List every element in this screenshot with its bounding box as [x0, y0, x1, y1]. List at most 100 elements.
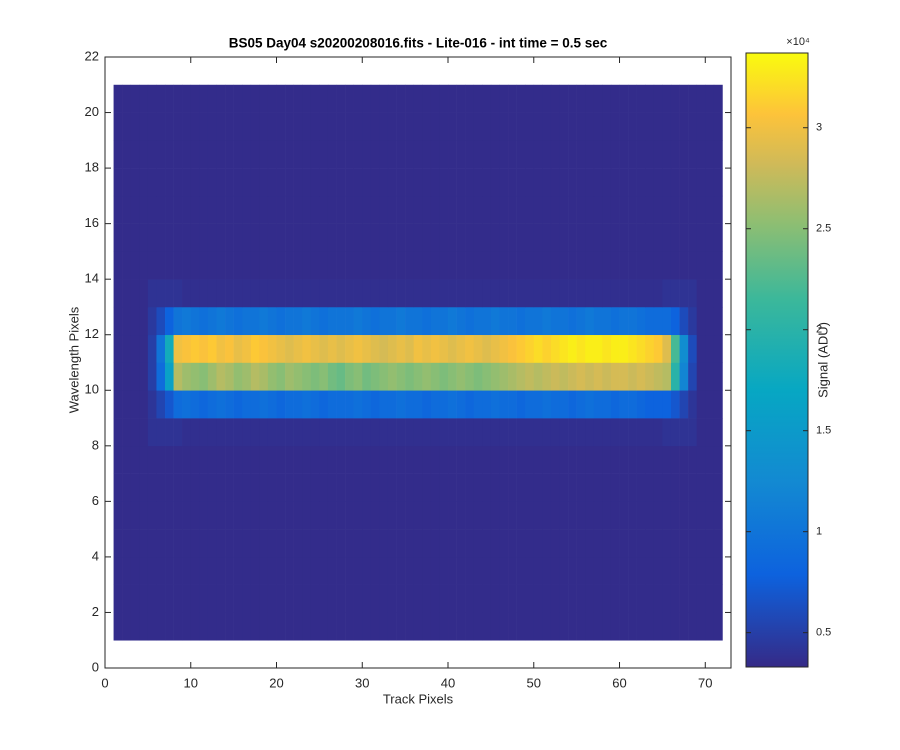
heatmap-cell — [439, 195, 449, 224]
heatmap-cell — [413, 223, 423, 252]
heatmap-cell — [259, 473, 269, 502]
heatmap-cell — [216, 612, 226, 641]
heatmap-cell — [216, 418, 226, 447]
heatmap-cell — [533, 223, 543, 252]
heatmap-cell — [688, 112, 697, 141]
heatmap-cell — [576, 556, 586, 585]
heatmap-cell — [147, 195, 157, 224]
heatmap-cell — [430, 473, 440, 502]
heatmap-cell — [576, 279, 586, 308]
heatmap-cell — [482, 445, 492, 474]
heatmap-cell — [619, 473, 629, 502]
heatmap-cell — [439, 223, 449, 252]
heatmap-cell — [207, 390, 217, 419]
heatmap-cell — [310, 140, 320, 169]
heatmap-cell — [379, 501, 389, 530]
heatmap-cell — [490, 279, 500, 308]
heatmap-cell — [122, 251, 132, 280]
heatmap-cell — [508, 501, 517, 530]
heatmap-cell — [430, 556, 440, 585]
heatmap-cell — [662, 390, 672, 419]
heatmap-cell — [696, 306, 706, 336]
heatmap-cell — [225, 612, 234, 641]
heatmap-cell — [173, 195, 183, 224]
heatmap-cell — [242, 140, 252, 169]
heatmap-cell — [465, 112, 475, 141]
heatmap-cell — [285, 584, 294, 613]
heatmap-cell — [310, 251, 320, 280]
heatmap-cell — [413, 334, 423, 363]
heatmap-cell — [362, 84, 372, 113]
heatmap-cell — [259, 306, 269, 336]
heatmap-cell — [285, 390, 294, 419]
y-tick-label: 10 — [85, 382, 99, 397]
heatmap-cell — [370, 223, 380, 252]
heatmap-cell — [156, 195, 166, 224]
heatmap-cell — [276, 168, 286, 197]
heatmap-cell — [267, 362, 277, 391]
heatmap-cell — [628, 390, 637, 419]
heatmap-cell — [628, 418, 637, 447]
heatmap-cell — [370, 390, 380, 419]
heatmap-cell — [405, 445, 415, 474]
heatmap-cell — [362, 195, 372, 224]
heatmap-cell — [327, 445, 337, 474]
heatmap-cell — [113, 195, 123, 224]
heatmap-cell — [499, 418, 509, 447]
heatmap-cell — [190, 251, 200, 280]
heatmap-cell — [267, 529, 277, 558]
heatmap-cell — [370, 112, 380, 141]
heatmap-cell — [207, 445, 217, 474]
heatmap-cell — [482, 612, 492, 641]
heatmap-cell — [422, 306, 432, 336]
heatmap-cell — [525, 140, 535, 169]
heatmap-cell — [568, 612, 577, 641]
heatmap-cell — [688, 390, 697, 419]
heatmap-cell — [276, 251, 286, 280]
heatmap-cell — [696, 362, 706, 391]
heatmap-cell — [679, 418, 689, 447]
heatmap-cell — [473, 529, 483, 558]
heatmap-cell — [490, 529, 500, 558]
heatmap-cell — [370, 584, 380, 613]
heatmap-cell — [147, 223, 157, 252]
heatmap-cell — [679, 195, 689, 224]
heatmap-cell — [362, 306, 372, 336]
heatmap-cell — [653, 473, 663, 502]
heatmap-cell — [713, 445, 723, 474]
heatmap-cell — [353, 612, 363, 641]
heatmap-cell — [482, 584, 492, 613]
heatmap-cell — [405, 584, 415, 613]
heatmap-cell — [182, 390, 192, 419]
heatmap-cell — [550, 112, 560, 141]
heatmap-cell — [207, 195, 217, 224]
heatmap-cell — [259, 529, 269, 558]
heatmap-cell — [139, 140, 149, 169]
heatmap-cell — [430, 306, 440, 336]
heatmap-cell — [645, 529, 655, 558]
heatmap-cell — [225, 529, 234, 558]
heatmap-cell — [293, 279, 303, 308]
heatmap-cell — [182, 140, 192, 169]
heatmap-cell — [653, 251, 663, 280]
heatmap-cell — [216, 556, 226, 585]
heatmap-cell — [405, 112, 415, 141]
heatmap-cell — [276, 390, 286, 419]
heatmap-cell — [430, 112, 440, 141]
heatmap-cell — [705, 362, 715, 391]
heatmap-cell — [645, 251, 655, 280]
heatmap-cell — [396, 418, 406, 447]
heatmap-cell — [568, 279, 577, 308]
y-tick-label: 6 — [92, 493, 99, 508]
heatmap-cell — [225, 112, 234, 141]
heatmap-cell — [207, 473, 217, 502]
heatmap-cell — [508, 223, 517, 252]
heatmap-cell — [293, 584, 303, 613]
heatmap-cell — [165, 584, 174, 613]
heatmap-cell — [602, 612, 612, 641]
heatmap-cell — [585, 362, 595, 391]
heatmap-cell — [190, 84, 200, 113]
heatmap-cell — [568, 418, 577, 447]
heatmap-cell — [670, 473, 680, 502]
heatmap-cell — [302, 223, 312, 252]
